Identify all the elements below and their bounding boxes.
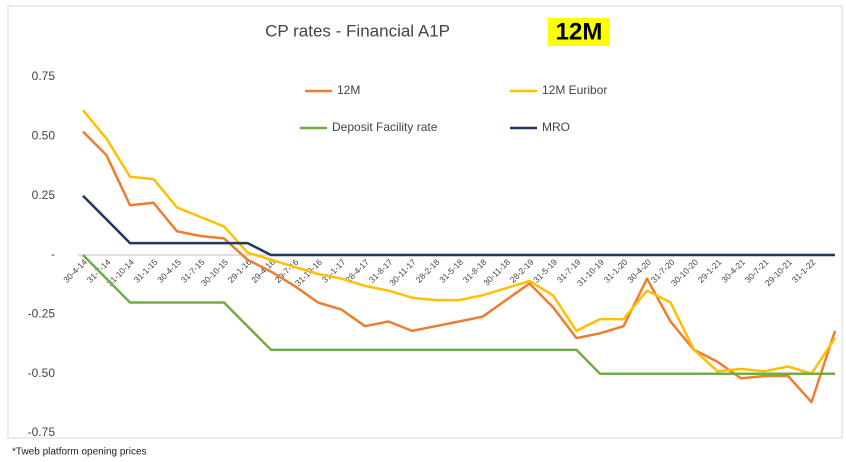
legend-label: 12M	[337, 83, 360, 97]
series-line	[82, 109, 837, 375]
y-tick-label: -0.25	[28, 307, 56, 321]
y-tick-label: 0.75	[32, 69, 56, 83]
y-tick-label: 0.25	[32, 188, 56, 202]
y-tick-label: -0.50	[28, 366, 56, 380]
title-highlight-bg	[548, 18, 610, 46]
y-tick-label: -0.75	[28, 425, 56, 439]
legend-label: 12M Euribor	[542, 83, 607, 97]
series-line	[82, 254, 835, 375]
legend-label: Deposit Facility rate	[332, 120, 438, 134]
y-tick-label: 0.50	[32, 129, 56, 143]
y-tick-label: -	[51, 247, 55, 261]
legend-label: MRO	[542, 120, 570, 134]
series-line	[82, 194, 835, 257]
chart-title: CP rates - Financial A1P	[265, 21, 450, 40]
chart-border	[7, 5, 843, 439]
footnote: *Tweb platform opening prices	[12, 447, 147, 458]
title-highlight: 12M	[556, 18, 603, 45]
series-line	[82, 130, 837, 404]
